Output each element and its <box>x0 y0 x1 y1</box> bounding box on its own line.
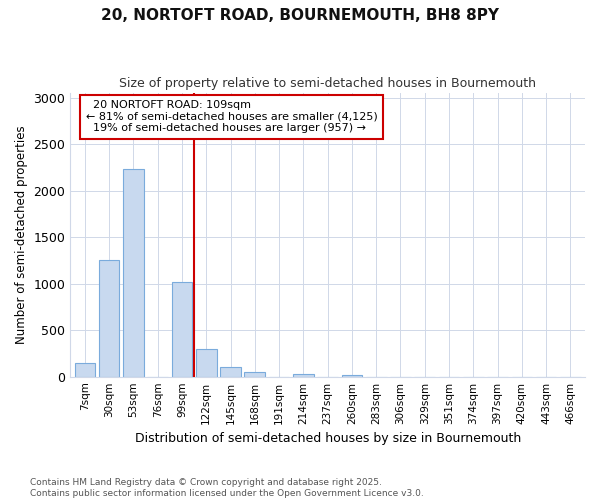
Y-axis label: Number of semi-detached properties: Number of semi-detached properties <box>15 126 28 344</box>
Bar <box>196 349 217 376</box>
Text: Contains HM Land Registry data © Crown copyright and database right 2025.
Contai: Contains HM Land Registry data © Crown c… <box>30 478 424 498</box>
Bar <box>341 375 362 376</box>
Bar <box>220 368 241 376</box>
X-axis label: Distribution of semi-detached houses by size in Bournemouth: Distribution of semi-detached houses by … <box>134 432 521 445</box>
Bar <box>293 374 314 376</box>
Title: Size of property relative to semi-detached houses in Bournemouth: Size of property relative to semi-detach… <box>119 78 536 90</box>
Bar <box>99 260 119 376</box>
Text: 20, NORTOFT ROAD, BOURNEMOUTH, BH8 8PY: 20, NORTOFT ROAD, BOURNEMOUTH, BH8 8PY <box>101 8 499 22</box>
Bar <box>74 362 95 376</box>
Text: 20 NORTOFT ROAD: 109sqm
← 81% of semi-detached houses are smaller (4,125)
  19% : 20 NORTOFT ROAD: 109sqm ← 81% of semi-de… <box>86 100 377 134</box>
Bar <box>172 282 192 376</box>
Bar <box>244 372 265 376</box>
Bar <box>123 170 144 376</box>
